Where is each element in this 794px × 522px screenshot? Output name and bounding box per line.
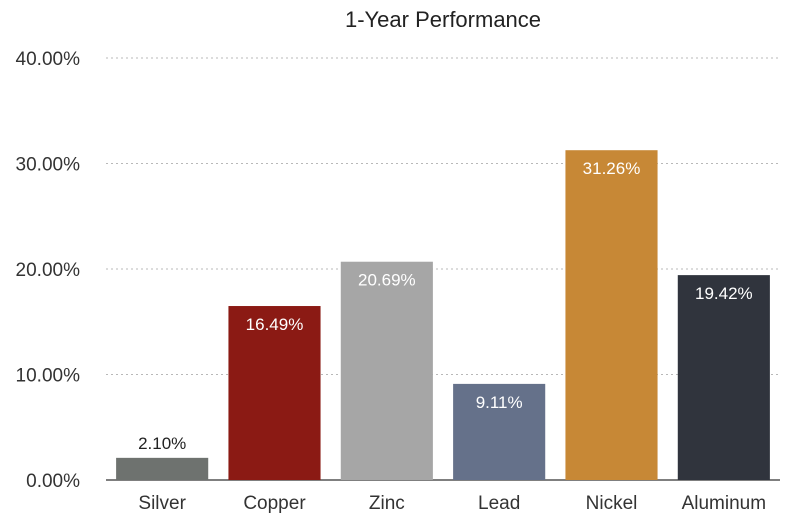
bar-nickel [565,150,658,480]
x-axis-categories: Silver Copper Zinc Lead Nickel Aluminum [138,493,766,514]
bar-zinc [340,261,433,480]
bars [116,150,770,480]
data-label-aluminum: 19.42% [695,284,753,303]
gridlines [106,57,780,481]
category-label: Copper [243,493,306,514]
y-tick-label: 40.00% [16,49,81,70]
y-axis-ticks: 0.00% 10.00% 20.00% 30.00% 40.00% [16,49,81,492]
category-label: Aluminum [682,493,766,514]
data-labels: 2.10% 16.49% 20.69% 9.11% 31.26% 19.42% [138,159,753,453]
data-label-copper: 16.49% [246,315,304,334]
bar-lead [453,383,546,480]
bar-copper [228,306,321,480]
data-label-zinc: 20.69% [358,271,416,290]
category-label: Silver [138,493,186,514]
data-label-lead: 9.11% [476,393,523,412]
bar-aluminum [677,275,770,480]
y-tick-label: 10.00% [16,366,81,387]
y-tick-label: 30.00% [16,155,81,176]
category-label: Nickel [586,493,638,514]
chart-title: 1-Year Performance [345,7,541,32]
y-tick-label: 0.00% [26,471,80,492]
bar-silver [116,457,209,480]
data-label-nickel: 31.26% [583,159,641,178]
y-tick-label: 20.00% [16,260,81,281]
category-label: Lead [478,493,520,514]
category-label: Zinc [369,493,405,514]
data-label-silver: 2.10% [138,434,186,453]
